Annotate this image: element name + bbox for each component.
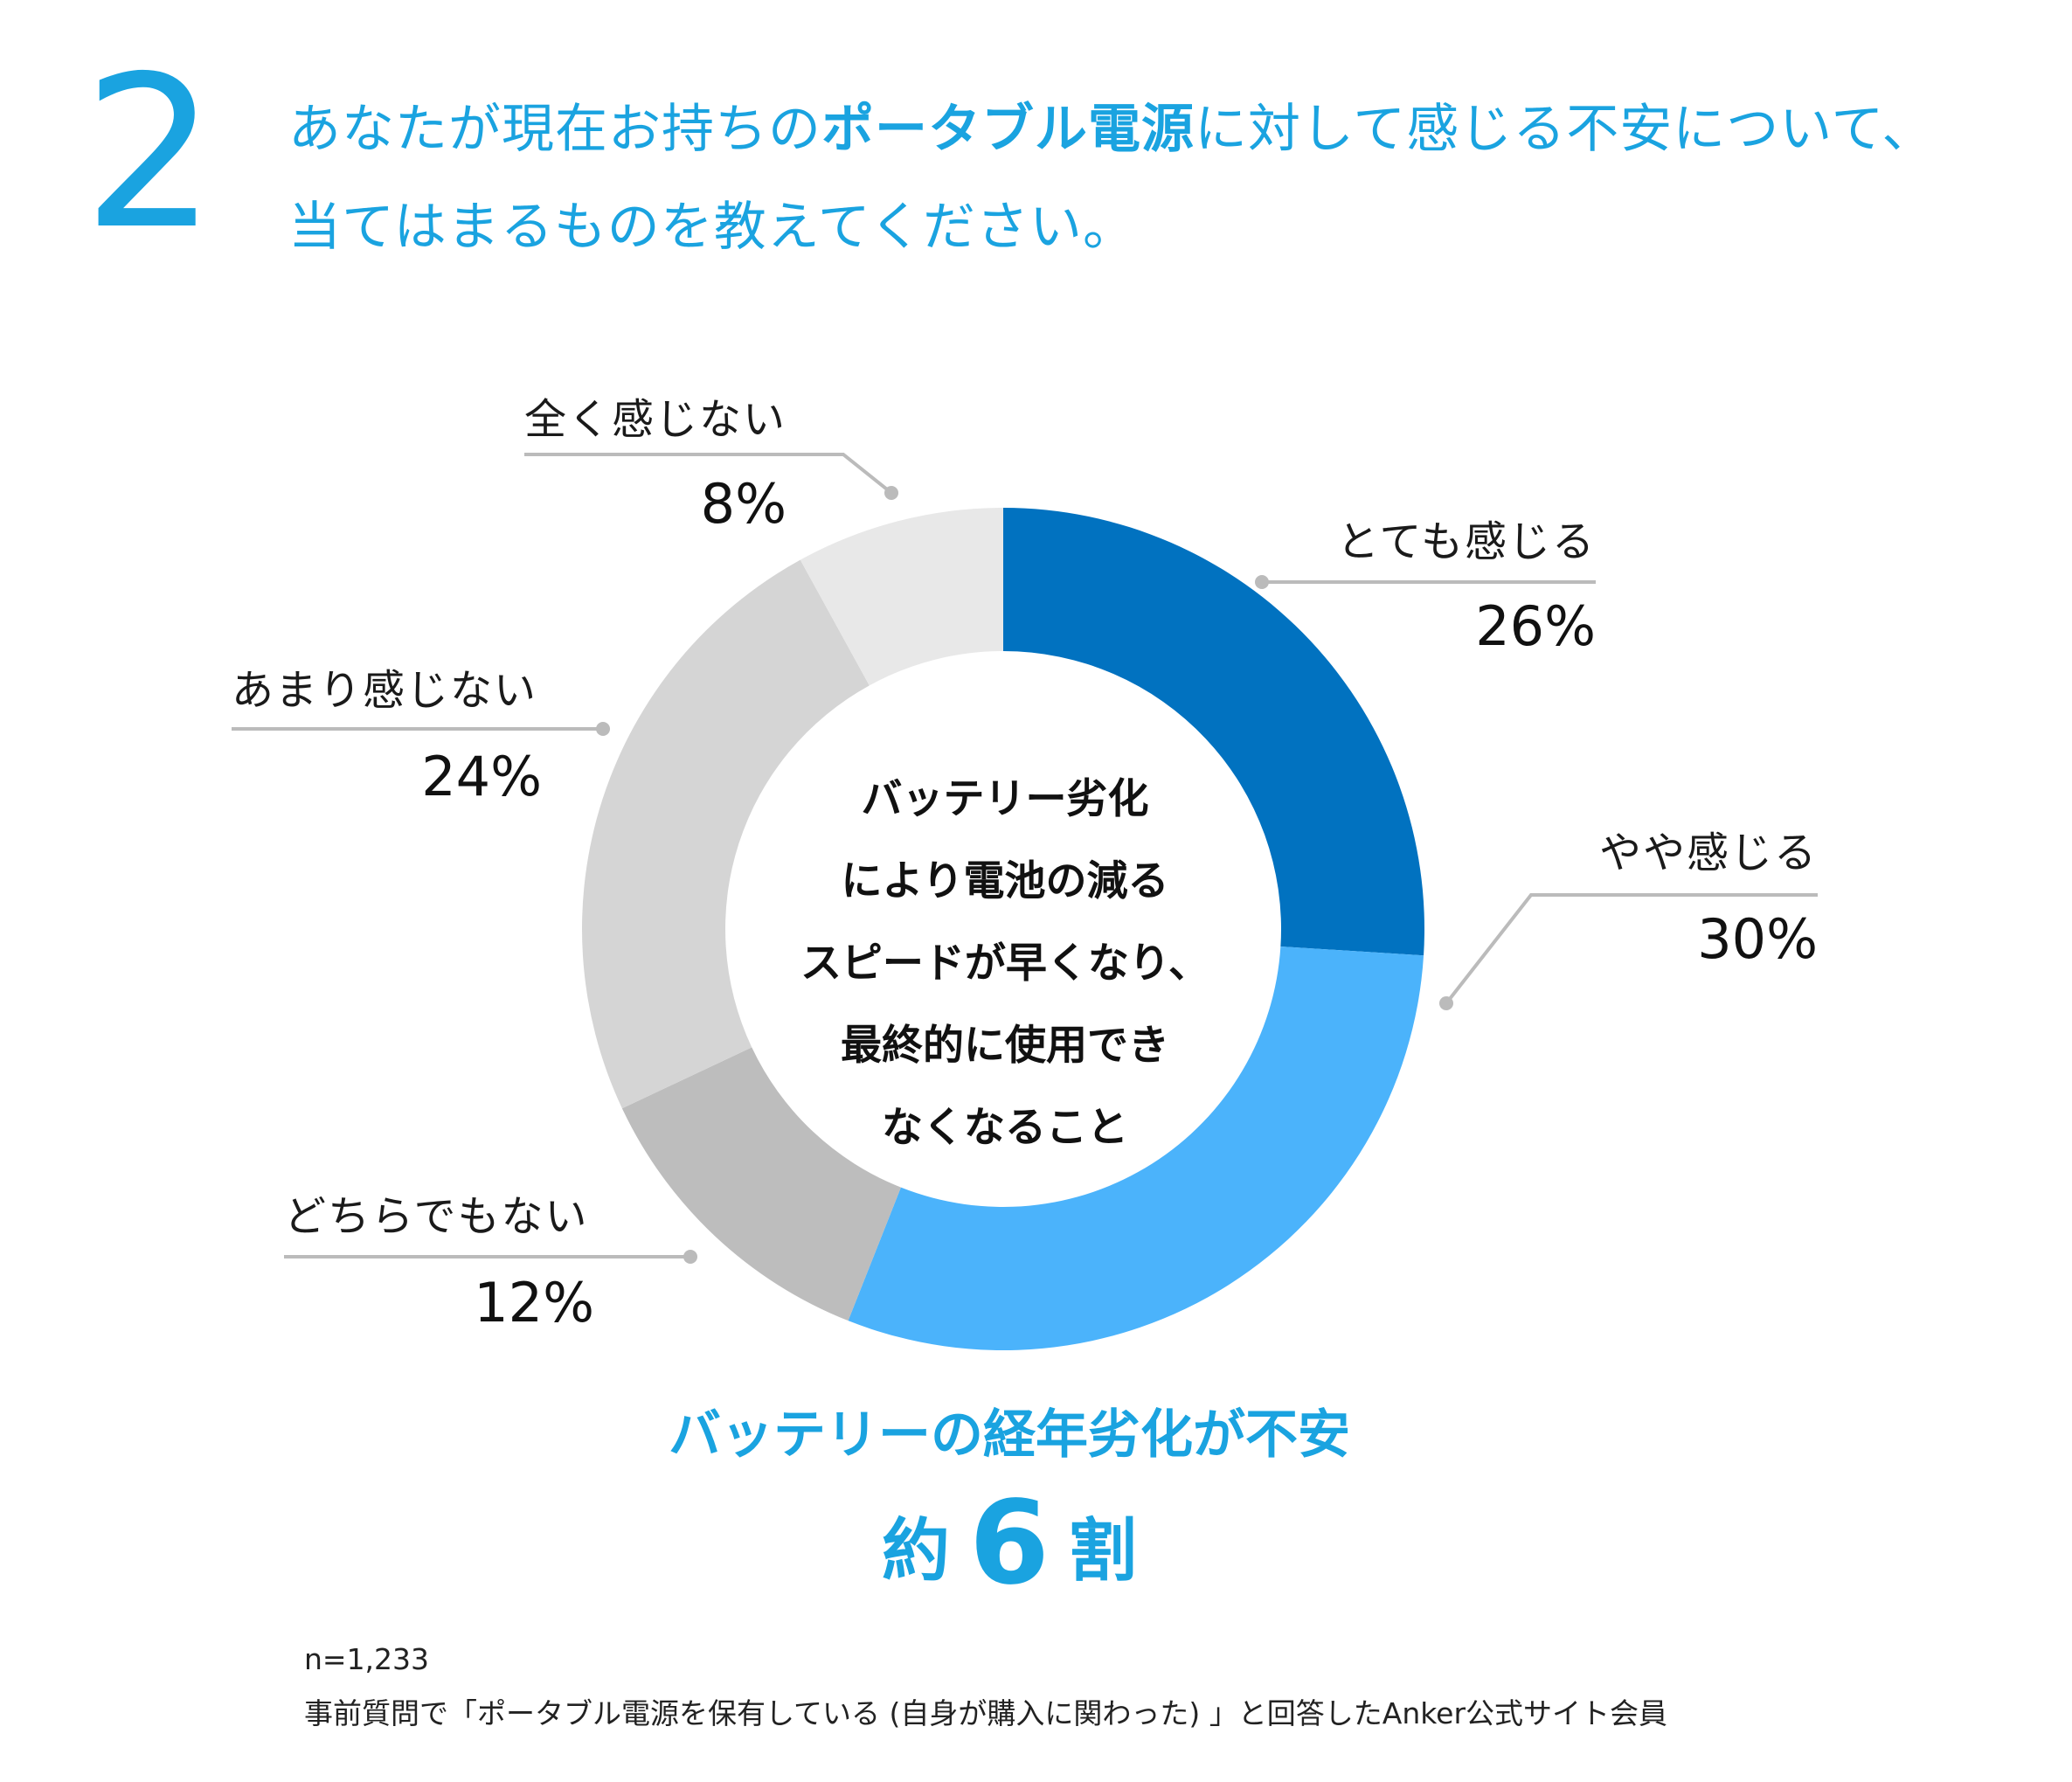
donut-slices (582, 508, 1424, 1350)
summary-number: 6 (969, 1476, 1050, 1611)
center-line: なくなること (882, 1104, 1128, 1152)
donut-chart (232, 453, 1818, 1350)
donut-center-text: バッテリー劣化 により電池の減る スピードが早くなり、 最終的に使用でき なくな… (769, 759, 1241, 1169)
summary-suffix: 割 (1068, 1512, 1137, 1591)
pct-yaya: 30% (1697, 907, 1818, 971)
leader-dot-amari (596, 722, 610, 736)
leader-dot-yaya (1439, 996, 1453, 1010)
leader-dot-totemo (1255, 575, 1269, 589)
footnote-respondents: 事前質問で「ポータブル電源を保有している (自身が購入に関わった) 」と回答した… (304, 1696, 1668, 1730)
footnote-sample-size: n=1,233 (304, 1642, 430, 1676)
leader-dot-mattaku (884, 486, 898, 500)
label-totemo: とても感じる (1336, 517, 1596, 566)
question-line-1-bold: ポータブル電源 (821, 99, 1195, 160)
center-line: スピードが早くなり、 (800, 940, 1210, 988)
slice-yaya (848, 946, 1424, 1350)
leader-dot-dochira (683, 1250, 697, 1264)
question-number: 2 (83, 31, 217, 275)
center-line: 最終的に使用でき (841, 1022, 1169, 1070)
summary-headline: バッテリーの経年劣化が不安 (669, 1404, 1350, 1466)
pct-mattaku: 8% (700, 472, 787, 536)
question-line-1: あなたが現在お持ちのポータブル電源に対して感じる不安について、 (288, 103, 1935, 156)
pct-dochira: 12% (474, 1271, 594, 1335)
slice-dochira (621, 1047, 901, 1321)
center-line: バッテリー劣化 (861, 775, 1149, 823)
leader-line-yaya (1445, 893, 1818, 1005)
pct-amari: 24% (421, 745, 542, 808)
center-line: により電池の減る (841, 857, 1169, 905)
slice-amari (582, 559, 870, 1109)
leader-lines (232, 453, 1818, 1264)
slice-mattaku (800, 508, 1003, 686)
label-amari: あまり感じない (232, 666, 538, 715)
leader-line-mattaku (524, 453, 893, 495)
question-line-2: 当てはまるものを教えてください。 (288, 197, 1136, 258)
pct-totemo: 26% (1475, 594, 1596, 658)
slice-totemo (1003, 508, 1424, 956)
label-dochira: どちらでもない (284, 1192, 589, 1241)
question-line-1-post: に対して感じる不安について、 (1195, 99, 1936, 160)
label-mattaku: 全く感じない (524, 395, 787, 444)
question-line-1-pre: あなたが現在お持ちの (288, 99, 821, 160)
label-yaya: やや感じる (1598, 829, 1818, 877)
summary-prefix: 約 (882, 1512, 951, 1591)
